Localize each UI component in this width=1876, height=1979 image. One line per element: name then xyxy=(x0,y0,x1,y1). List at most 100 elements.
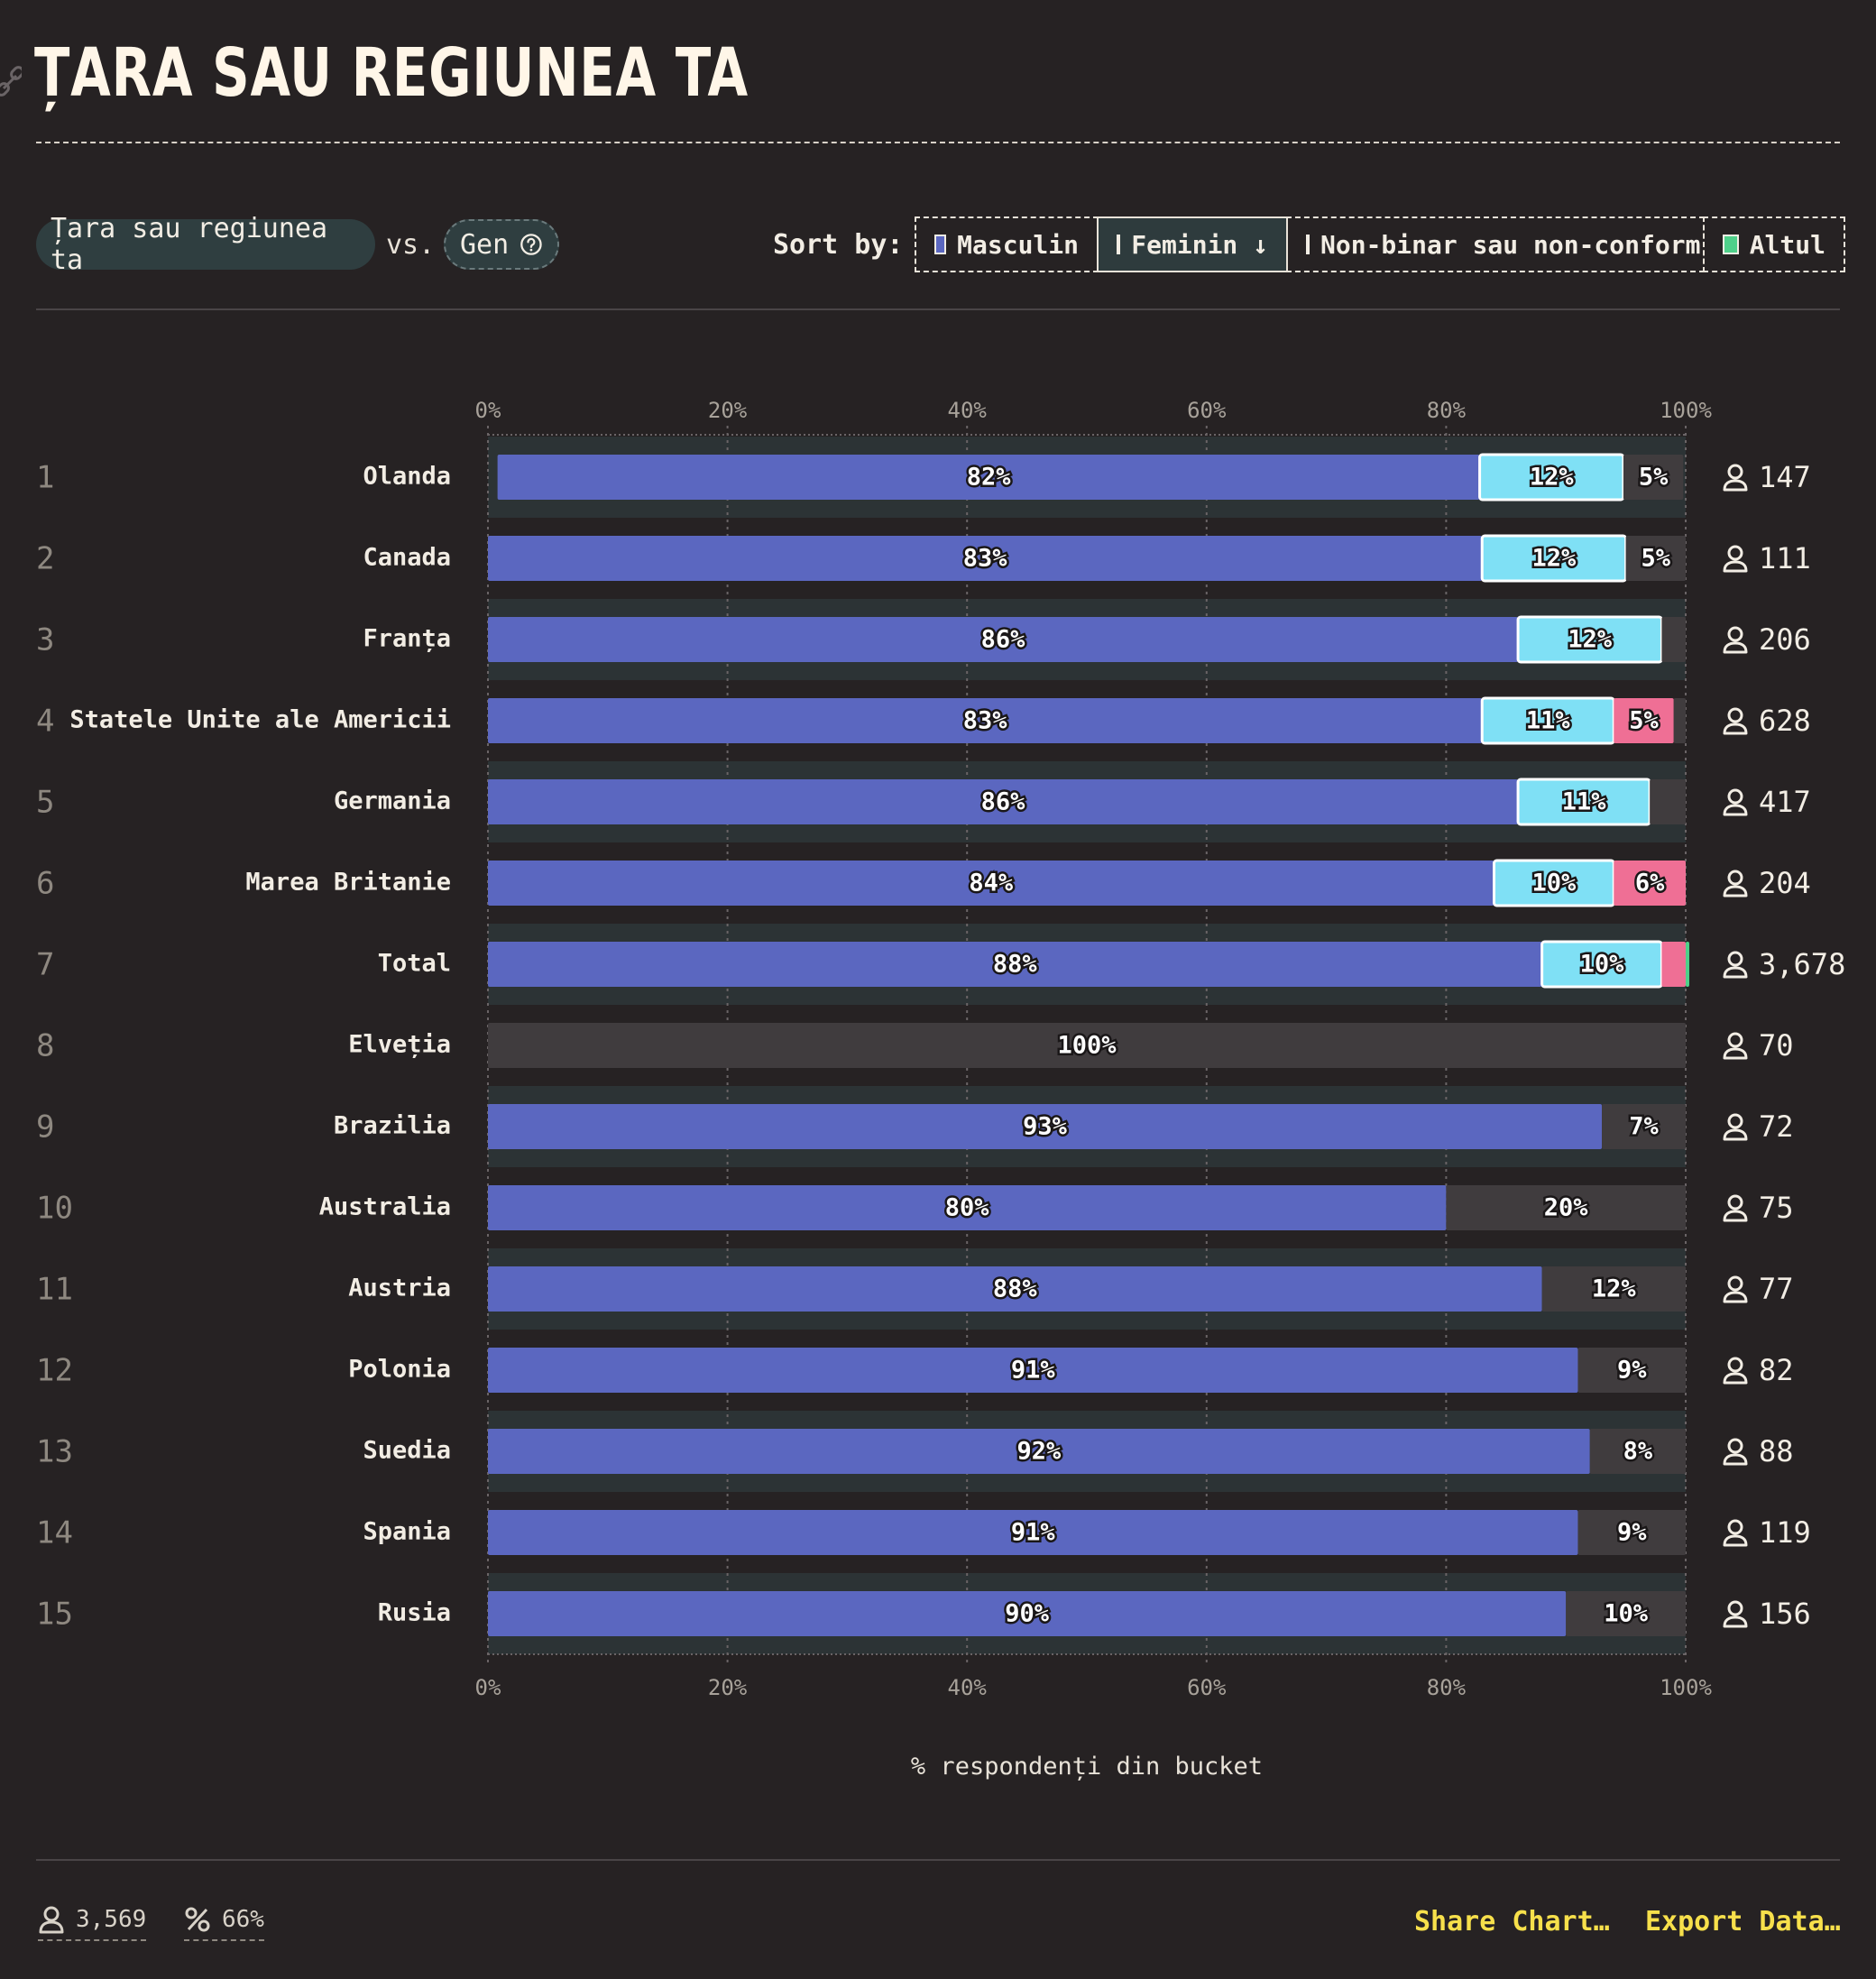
primary-variable-pill[interactable]: Țara sau regiunea ta xyxy=(36,213,375,276)
x-tick-label-top: 0% xyxy=(475,398,501,423)
bar-segment-masculin[interactable] xyxy=(488,1348,1578,1393)
stacked-bar-chart: 0% 0% 20% 20% 40% 40% 60% 60% 80% 80% 100% 100% 1 Ola… xyxy=(36,398,1845,1700)
data-label: 12% xyxy=(1530,464,1575,492)
data-label: 92% xyxy=(1016,1438,1062,1466)
person-icon xyxy=(1723,804,1748,816)
bar-segment-masculin[interactable] xyxy=(488,536,1483,581)
bar-segment-masculin[interactable] xyxy=(488,1185,1447,1230)
bar-segment-masculin[interactable] xyxy=(488,1104,1603,1149)
bar-segment-other[interactable] xyxy=(488,1023,1686,1068)
data-label: 90% xyxy=(1005,1600,1050,1628)
bar-segment-other[interactable] xyxy=(1566,1591,1686,1636)
person-icon xyxy=(1723,1128,1748,1141)
person-icon xyxy=(1727,464,1743,480)
row-count: 82 xyxy=(1759,1353,1794,1387)
bar-segment-other[interactable] xyxy=(1623,455,1684,500)
help-icon[interactable] xyxy=(520,229,543,260)
export-data-link[interactable]: Export Data… xyxy=(1645,1906,1841,1938)
share-chart-link[interactable]: Share Chart… xyxy=(1414,1906,1610,1938)
bar-segment-other[interactable] xyxy=(1541,1266,1686,1312)
masculin-swatch xyxy=(934,235,947,254)
bar-segment-masculin[interactable] xyxy=(488,698,1483,743)
bar-segment-other[interactable] xyxy=(1446,1185,1686,1230)
category-label: Elveția xyxy=(348,1031,451,1059)
sort-altul-button[interactable]: Altul xyxy=(1703,216,1845,272)
bar-segment-masculin[interactable] xyxy=(488,861,1494,906)
row-rank: 14 xyxy=(36,1515,73,1551)
row-rank: 15 xyxy=(36,1597,73,1633)
respondents-stat[interactable]: 3,569 xyxy=(38,1905,147,1941)
sort-nonbinar-button[interactable]: Non-binar sau non-conform xyxy=(1286,216,1705,272)
row-count: 206 xyxy=(1759,622,1811,657)
data-label: 5% xyxy=(1639,464,1669,492)
data-label: 80% xyxy=(945,1194,990,1222)
x-tick-label-top: 20% xyxy=(708,398,748,423)
sort-masculin-button[interactable]: Masculin xyxy=(915,216,1099,272)
person-icon xyxy=(1723,723,1748,735)
data-label: 83% xyxy=(963,545,1008,573)
bar-segment-masculin[interactable] xyxy=(488,1266,1542,1312)
person-icon xyxy=(1727,1032,1743,1048)
bar-segment-masculin[interactable] xyxy=(488,779,1519,824)
chart-title: ȚARA SAU REGIUNEA TA xyxy=(34,34,749,112)
data-label: 9% xyxy=(1617,1519,1647,1547)
vs-label: vs. xyxy=(386,229,436,261)
x-tick-label-top: 100% xyxy=(1660,398,1712,423)
bar-segment-masculin[interactable] xyxy=(488,942,1542,987)
sort-by-label: Sort by: xyxy=(773,229,904,261)
person-icon xyxy=(1727,788,1743,805)
person-icon xyxy=(1727,1438,1743,1454)
bar-segment-nonbinar[interactable] xyxy=(1614,861,1686,906)
bar-segment-nonbinar[interactable] xyxy=(1614,698,1674,743)
bar-segment-other[interactable] xyxy=(1650,779,1686,824)
bar-segment-masculin[interactable] xyxy=(488,1429,1590,1474)
data-label: 6% xyxy=(1635,870,1665,897)
x-tick-label-top: 40% xyxy=(948,398,988,423)
row-count: 119 xyxy=(1759,1515,1811,1550)
x-tick-label-top: 80% xyxy=(1427,398,1467,423)
person-icon xyxy=(1727,870,1743,886)
bar-segment-masculin[interactable] xyxy=(488,1510,1578,1555)
x-tick-label-bottom: 60% xyxy=(1187,1675,1227,1700)
data-label: 12% xyxy=(1532,545,1577,573)
row-rank: 11 xyxy=(36,1272,73,1308)
data-label: 10% xyxy=(1604,1600,1649,1628)
row-count: 75 xyxy=(1759,1191,1794,1225)
x-tick-label-bottom: 80% xyxy=(1427,1675,1467,1700)
person-icon xyxy=(1723,1047,1748,1060)
x-axis-label: % respondenți din bucket xyxy=(910,1753,1264,1781)
category-label: Brazilia xyxy=(334,1112,451,1140)
bar-segment-other[interactable] xyxy=(1602,1104,1686,1149)
bar-segment-altul[interactable] xyxy=(1686,942,1689,987)
person-icon xyxy=(1727,1194,1743,1210)
x-tick-label-bottom: 40% xyxy=(948,1675,988,1700)
data-label: 91% xyxy=(1011,1519,1056,1547)
bar-segment-other[interactable] xyxy=(1577,1348,1686,1393)
sort-feminin-button[interactable]: Feminin ↓ xyxy=(1097,216,1288,272)
bar-segment-other[interactable] xyxy=(1589,1429,1686,1474)
person-icon xyxy=(1723,1453,1748,1466)
person-icon xyxy=(1727,1600,1743,1616)
category-label: Polonia xyxy=(348,1356,451,1384)
bar-segment-nonbinar[interactable] xyxy=(1661,942,1686,987)
bar-segment-other[interactable] xyxy=(1661,617,1686,662)
category-label: Austria xyxy=(348,1275,451,1302)
row-count: 70 xyxy=(1759,1028,1794,1063)
person-icon xyxy=(1723,885,1748,897)
bar-segment-masculin[interactable] xyxy=(488,1591,1567,1636)
percent-stat[interactable]: 66% xyxy=(184,1905,264,1941)
bar-segment-feminin[interactable] xyxy=(1516,778,1651,826)
sort-altul-label: Altul xyxy=(1749,229,1825,260)
bar-segment-masculin[interactable] xyxy=(488,617,1519,662)
bar-segment-other[interactable] xyxy=(1577,1510,1686,1555)
person-icon xyxy=(1727,545,1743,561)
secondary-variable-pill[interactable]: Gen xyxy=(444,219,559,270)
bar-segment-masculin[interactable] xyxy=(497,455,1480,500)
bar-segment-other[interactable] xyxy=(1625,536,1686,581)
link-icon[interactable] xyxy=(0,65,22,97)
title-divider xyxy=(36,142,1840,143)
category-label: Germania xyxy=(334,787,451,815)
category-label: Rusia xyxy=(378,1599,451,1627)
bar-segment-other[interactable] xyxy=(1673,698,1686,743)
row-rank: 3 xyxy=(36,622,54,658)
